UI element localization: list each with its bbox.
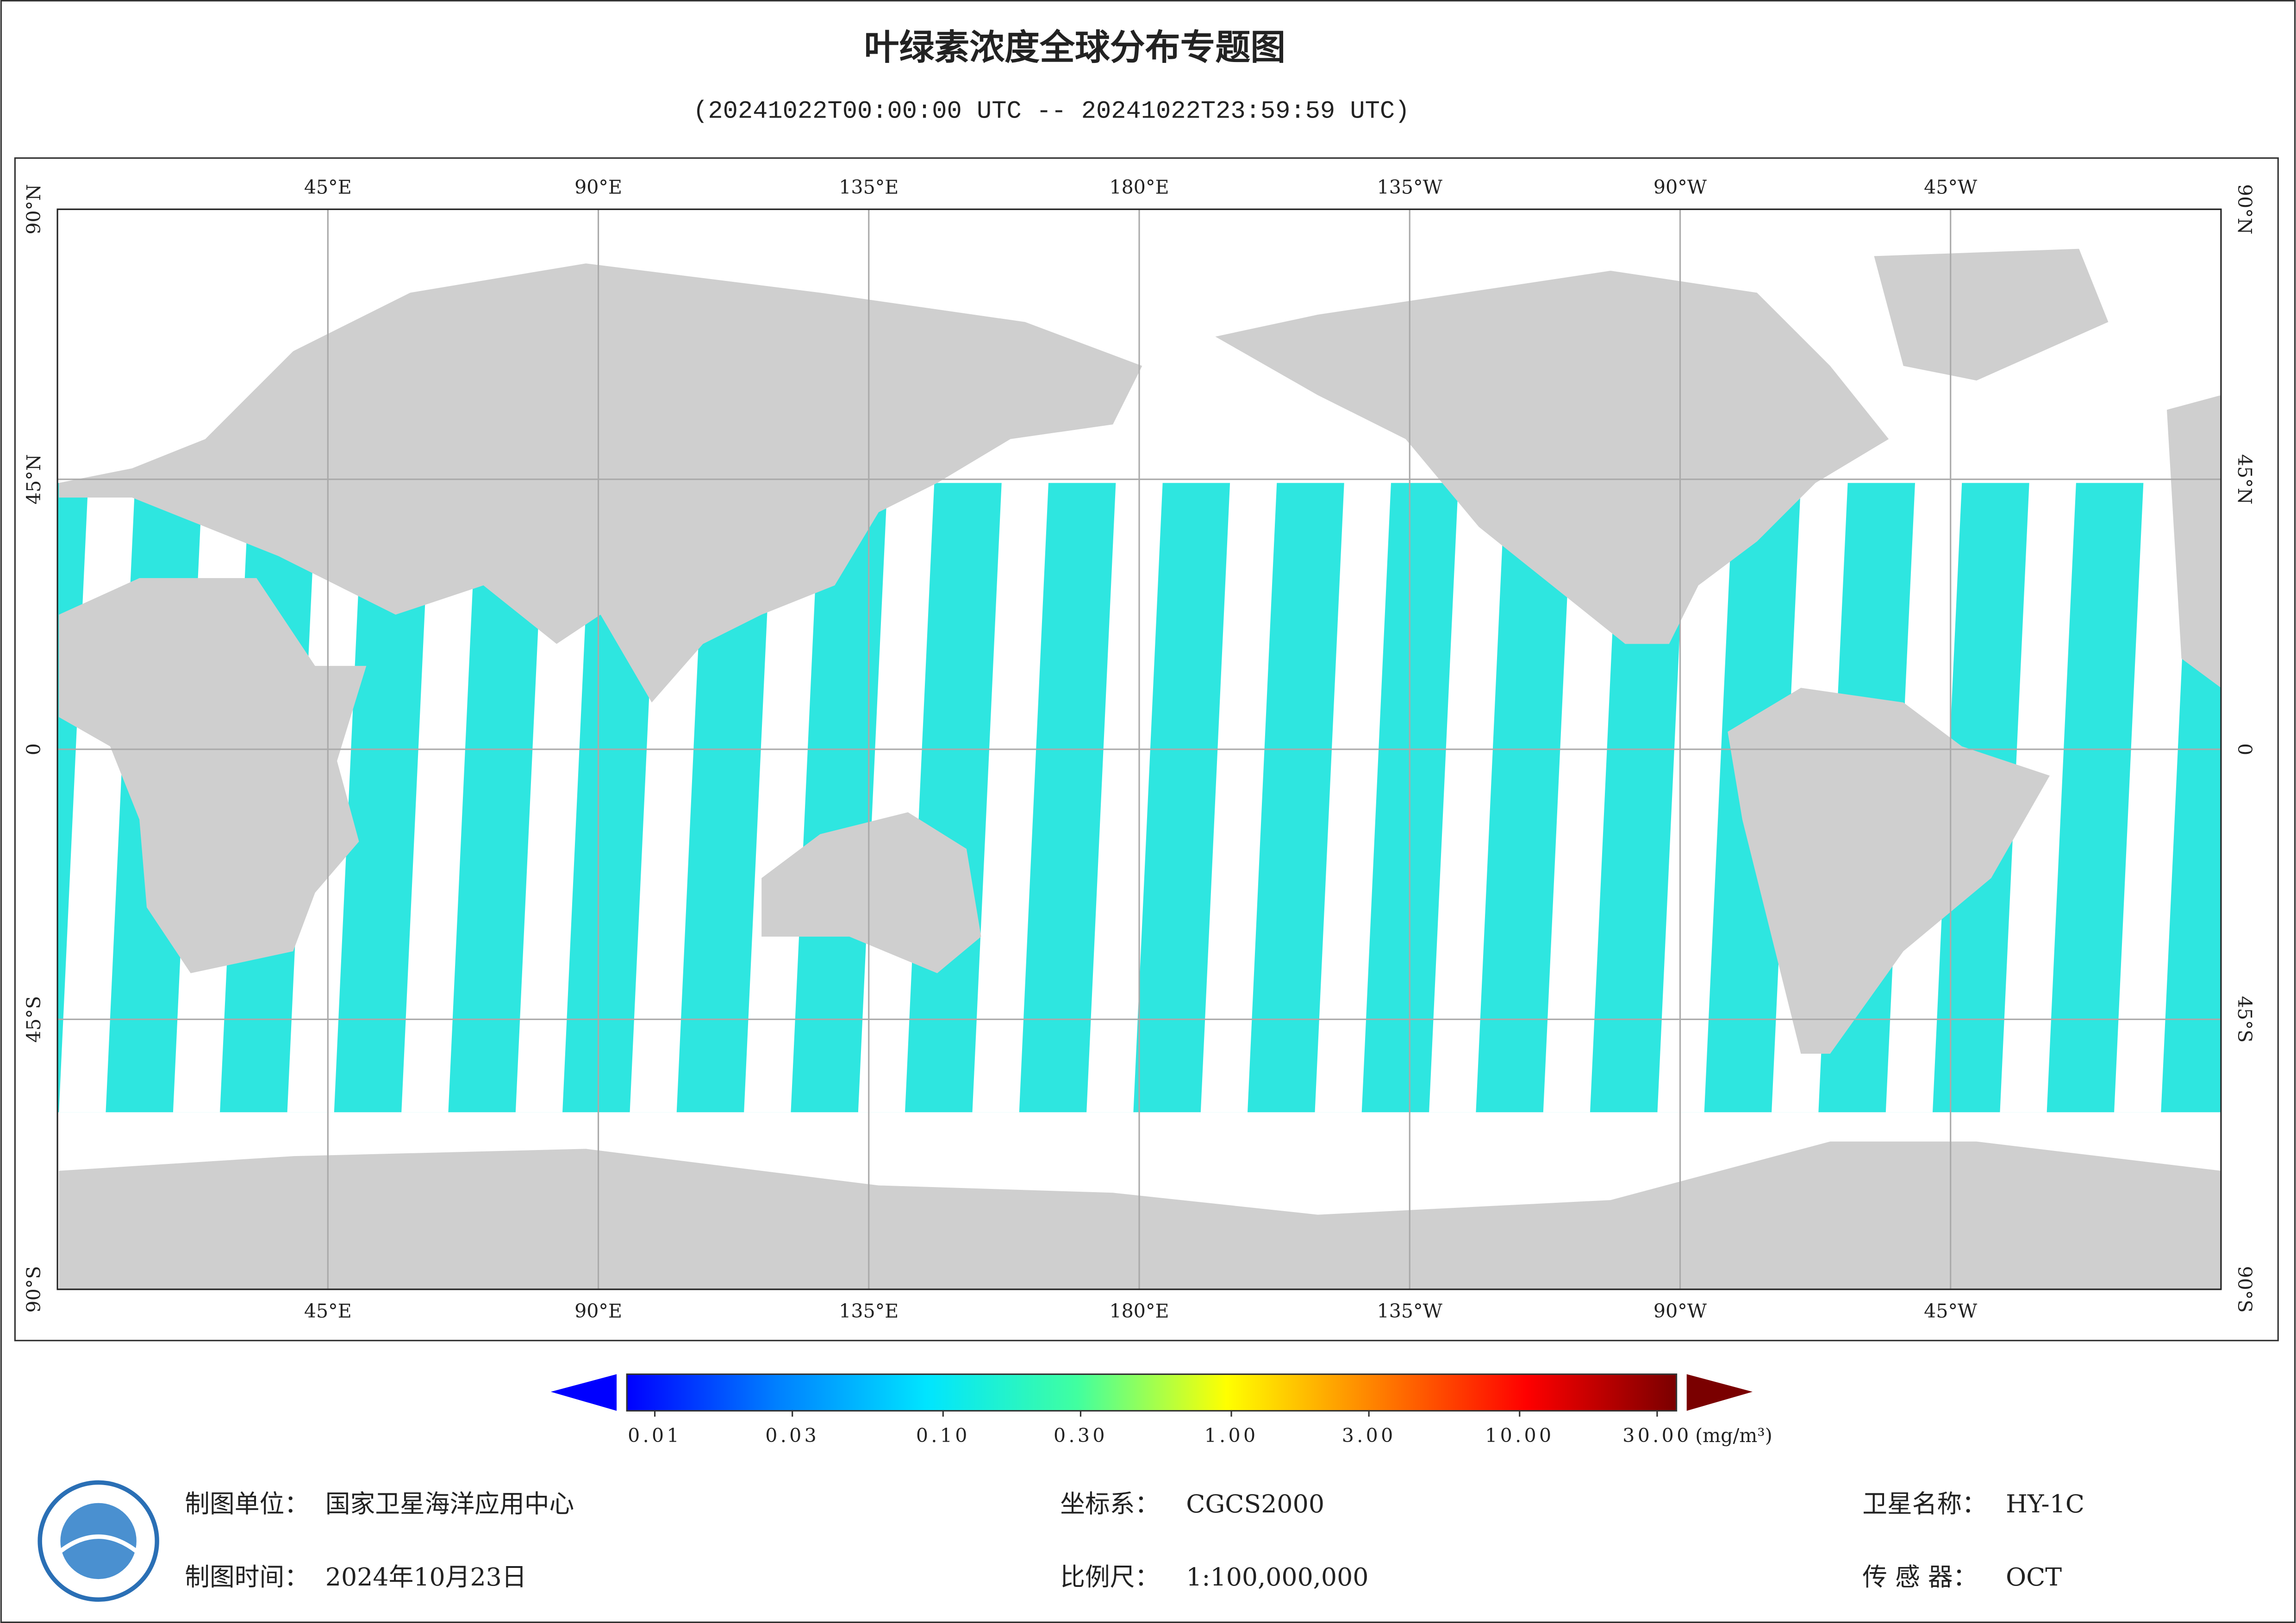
- lon-label: 90°E: [574, 176, 622, 198]
- europe-africa-east: [2166, 395, 2221, 688]
- colorbar: 0.01 0.03 0.10 0.30 1.00 3.00 10.00 30.00 (mg/m³…: [550, 1373, 1772, 1447]
- colorbar-min-arrow: [550, 1374, 617, 1411]
- swath-gap: [1657, 483, 1734, 1113]
- lon-label: 180°E: [1110, 176, 1169, 198]
- colorbar-tick-label: 0.01: [628, 1424, 682, 1447]
- greenland: [1874, 249, 2109, 381]
- swath-gap: [1086, 483, 1163, 1113]
- swath-gap: [1200, 483, 1277, 1113]
- subtitle: (20241022T00:00:00 UTC -- 20241022T23:59…: [693, 98, 1410, 126]
- footer-label: 制图时间：: [185, 1562, 309, 1592]
- lon-label: 135°E: [839, 176, 898, 198]
- lat-label: 90°N: [2234, 184, 2256, 235]
- lat-label: 90°S: [2234, 1266, 2256, 1312]
- title: 叶绿素浓度全球分布专题图: [864, 27, 1286, 68]
- swath-gap: [515, 483, 592, 1113]
- lon-label: 45°W: [1924, 176, 1978, 198]
- map: [56, 208, 2222, 1290]
- lat-label: 45°N: [2234, 454, 2256, 504]
- logo-globe: [60, 1503, 137, 1579]
- lon-label: 135°W: [1377, 1300, 1443, 1322]
- australia: [761, 812, 981, 973]
- colorbar-tick-label: 0.30: [1054, 1424, 1108, 1447]
- lat-label: 0: [2234, 743, 2256, 755]
- colorbar-tick-label: 0.03: [765, 1424, 819, 1447]
- colorbar-tick-label: 0.10: [916, 1424, 970, 1447]
- footer-label: 制图单位：: [185, 1489, 309, 1518]
- lon-label: 45°E: [304, 176, 352, 198]
- footer-label: 比例尺：: [1060, 1562, 1160, 1592]
- footer-value: OCT: [2006, 1562, 2062, 1592]
- north-america: [1215, 271, 1889, 644]
- footer-label: 坐标系：: [1060, 1489, 1160, 1518]
- lon-label: 90°W: [1653, 176, 1707, 198]
- colorbar-tick-label: 30.00: [1622, 1424, 1691, 1447]
- colorbar-gradient: [626, 1373, 1678, 1412]
- lon-label: 90°W: [1653, 1300, 1707, 1322]
- colorbar-unit: (mg/m³): [1695, 1424, 1772, 1447]
- lon-label: 180°E: [1110, 1300, 1169, 1322]
- map-frame: [14, 157, 2279, 1342]
- africa: [59, 578, 367, 973]
- logo: [37, 1480, 159, 1602]
- lat-label: 45°S: [23, 996, 45, 1043]
- continents: [59, 249, 2221, 1289]
- swath-gap: [1315, 483, 1391, 1113]
- lon-label: 90°E: [574, 1300, 622, 1322]
- logo-wave: [59, 1534, 138, 1553]
- footer-value: CGCS2000: [1186, 1489, 1324, 1518]
- south-america: [1728, 688, 2050, 1054]
- lat-label: 45°N: [23, 454, 45, 504]
- swath-gap: [744, 483, 820, 1113]
- lon-label: 135°E: [839, 1300, 898, 1322]
- swath-gap: [972, 483, 1048, 1113]
- colorbar-max-arrow: [1686, 1374, 1753, 1411]
- colorbar-tick-label: 10.00: [1485, 1424, 1554, 1447]
- eurasia: [59, 263, 1142, 703]
- swath-gap: [2114, 483, 2190, 1113]
- footer-label: 传 感 器：: [1862, 1562, 1978, 1592]
- lon-label: 45°W: [1924, 1300, 1978, 1322]
- swath-gap: [401, 483, 478, 1113]
- swath-gap: [2000, 483, 2076, 1113]
- footer-value: HY-1C: [2006, 1489, 2084, 1518]
- footer-value: 国家卫星海洋应用中心: [325, 1489, 574, 1518]
- lat-label: 90°S: [23, 1266, 45, 1312]
- swath-gap: [858, 483, 935, 1113]
- footer-value: 1:100,000,000: [1186, 1562, 1368, 1592]
- colorbar-tick-label: 3.00: [1342, 1424, 1396, 1447]
- footer-value: 2024年10月23日: [325, 1562, 527, 1592]
- footer-label: 卫星名称：: [1862, 1489, 1987, 1518]
- lon-label: 45°E: [304, 1300, 352, 1322]
- swath-gap: [1429, 483, 1505, 1113]
- swath-gap: [1543, 483, 1620, 1113]
- lat-label: 90°N: [23, 184, 45, 235]
- lat-label: 0: [23, 743, 45, 755]
- map-border: [56, 208, 2222, 1290]
- lat-label: 45°S: [2234, 996, 2256, 1043]
- colorbar-tick-label: 1.00: [1204, 1424, 1259, 1447]
- lon-label: 135°W: [1377, 176, 1443, 198]
